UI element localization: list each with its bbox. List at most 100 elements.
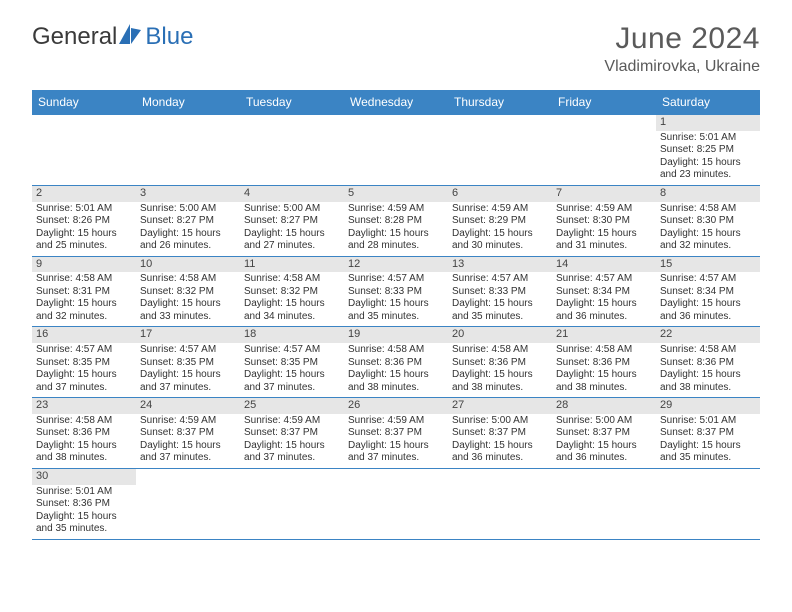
- day-number: 2: [32, 186, 136, 202]
- sunrise-line: Sunrise: 4:58 AM: [36, 273, 132, 286]
- sunset-line: Sunset: 8:37 PM: [348, 427, 444, 440]
- dow-tuesday: Tuesday: [240, 90, 344, 115]
- daylight-line: and 25 minutes.: [36, 240, 132, 253]
- title-block: June 2024 Vladimirovka, Ukraine: [604, 22, 760, 76]
- daylight-line: Daylight: 15 hours: [348, 298, 444, 311]
- daylight-line: Daylight: 15 hours: [452, 440, 548, 453]
- daylight-line: Daylight: 15 hours: [348, 440, 444, 453]
- sunrise-line: Sunrise: 4:57 AM: [452, 273, 548, 286]
- day-body: Sunrise: 5:00 AMSunset: 8:37 PMDaylight:…: [448, 414, 552, 468]
- day-cell: 21Sunrise: 4:58 AMSunset: 8:36 PMDayligh…: [552, 327, 656, 397]
- sunrise-line: Sunrise: 4:58 AM: [244, 273, 340, 286]
- day-number: 6: [448, 186, 552, 202]
- day-cell: [552, 115, 656, 185]
- day-body: Sunrise: 4:58 AMSunset: 8:32 PMDaylight:…: [136, 272, 240, 326]
- daylight-line: and 23 minutes.: [660, 169, 756, 182]
- daylight-line: Daylight: 15 hours: [36, 511, 132, 524]
- day-number: 24: [136, 398, 240, 414]
- day-number: 15: [656, 257, 760, 273]
- sunrise-line: Sunrise: 5:00 AM: [556, 415, 652, 428]
- day-cell: 11Sunrise: 4:58 AMSunset: 8:32 PMDayligh…: [240, 257, 344, 327]
- week-row: 30Sunrise: 5:01 AMSunset: 8:36 PMDayligh…: [32, 469, 760, 540]
- day-number: 10: [136, 257, 240, 273]
- daylight-line: Daylight: 15 hours: [244, 440, 340, 453]
- logo-text-general: General: [32, 23, 117, 51]
- sunset-line: Sunset: 8:37 PM: [244, 427, 340, 440]
- day-cell: [240, 115, 344, 185]
- day-cell: [136, 115, 240, 185]
- daylight-line: Daylight: 15 hours: [36, 440, 132, 453]
- day-body: Sunrise: 4:57 AMSunset: 8:35 PMDaylight:…: [136, 343, 240, 397]
- day-number: 23: [32, 398, 136, 414]
- day-cell: 14Sunrise: 4:57 AMSunset: 8:34 PMDayligh…: [552, 257, 656, 327]
- sunrise-line: Sunrise: 4:58 AM: [556, 344, 652, 357]
- sunrise-line: Sunrise: 4:58 AM: [36, 415, 132, 428]
- daylight-line: and 38 minutes.: [660, 382, 756, 395]
- day-number: 3: [136, 186, 240, 202]
- daylight-line: and 26 minutes.: [140, 240, 236, 253]
- daylight-line: Daylight: 15 hours: [556, 369, 652, 382]
- sunset-line: Sunset: 8:36 PM: [36, 427, 132, 440]
- daylight-line: and 38 minutes.: [556, 382, 652, 395]
- day-cell: 4Sunrise: 5:00 AMSunset: 8:27 PMDaylight…: [240, 186, 344, 256]
- sunset-line: Sunset: 8:30 PM: [660, 215, 756, 228]
- sunrise-line: Sunrise: 5:00 AM: [452, 415, 548, 428]
- day-body: Sunrise: 4:59 AMSunset: 8:28 PMDaylight:…: [344, 202, 448, 256]
- sunrise-line: Sunrise: 4:58 AM: [660, 344, 756, 357]
- day-body: Sunrise: 4:57 AMSunset: 8:33 PMDaylight:…: [448, 272, 552, 326]
- day-cell: 25Sunrise: 4:59 AMSunset: 8:37 PMDayligh…: [240, 398, 344, 468]
- day-cell: 8Sunrise: 4:58 AMSunset: 8:30 PMDaylight…: [656, 186, 760, 256]
- daylight-line: and 36 minutes.: [556, 311, 652, 324]
- sunset-line: Sunset: 8:37 PM: [556, 427, 652, 440]
- daylight-line: and 35 minutes.: [452, 311, 548, 324]
- sunrise-line: Sunrise: 5:01 AM: [660, 132, 756, 145]
- daylight-line: Daylight: 15 hours: [244, 228, 340, 241]
- day-cell: 10Sunrise: 4:58 AMSunset: 8:32 PMDayligh…: [136, 257, 240, 327]
- sunset-line: Sunset: 8:36 PM: [660, 357, 756, 370]
- day-body: Sunrise: 4:57 AMSunset: 8:34 PMDaylight:…: [656, 272, 760, 326]
- week-row: 23Sunrise: 4:58 AMSunset: 8:36 PMDayligh…: [32, 398, 760, 469]
- sunrise-line: Sunrise: 4:57 AM: [348, 273, 444, 286]
- day-cell: 20Sunrise: 4:58 AMSunset: 8:36 PMDayligh…: [448, 327, 552, 397]
- daylight-line: Daylight: 15 hours: [660, 369, 756, 382]
- day-body: Sunrise: 5:01 AMSunset: 8:37 PMDaylight:…: [656, 414, 760, 468]
- day-body: Sunrise: 4:59 AMSunset: 8:37 PMDaylight:…: [136, 414, 240, 468]
- day-cell: 23Sunrise: 4:58 AMSunset: 8:36 PMDayligh…: [32, 398, 136, 468]
- daylight-line: Daylight: 15 hours: [452, 369, 548, 382]
- day-body: Sunrise: 4:58 AMSunset: 8:31 PMDaylight:…: [32, 272, 136, 326]
- dow-wednesday: Wednesday: [344, 90, 448, 115]
- day-cell: 22Sunrise: 4:58 AMSunset: 8:36 PMDayligh…: [656, 327, 760, 397]
- day-number: 25: [240, 398, 344, 414]
- day-body: Sunrise: 4:59 AMSunset: 8:37 PMDaylight:…: [240, 414, 344, 468]
- daylight-line: Daylight: 15 hours: [36, 369, 132, 382]
- daylight-line: Daylight: 15 hours: [452, 298, 548, 311]
- day-body: Sunrise: 4:58 AMSunset: 8:32 PMDaylight:…: [240, 272, 344, 326]
- sunrise-line: Sunrise: 5:00 AM: [140, 203, 236, 216]
- daylight-line: Daylight: 15 hours: [140, 369, 236, 382]
- sunrise-line: Sunrise: 5:01 AM: [36, 203, 132, 216]
- dow-saturday: Saturday: [656, 90, 760, 115]
- day-body: Sunrise: 4:58 AMSunset: 8:36 PMDaylight:…: [656, 343, 760, 397]
- day-cell: 24Sunrise: 4:59 AMSunset: 8:37 PMDayligh…: [136, 398, 240, 468]
- day-number: 16: [32, 327, 136, 343]
- day-number: 22: [656, 327, 760, 343]
- day-number: 7: [552, 186, 656, 202]
- logo-text-blue: Blue: [145, 23, 193, 51]
- daylight-line: and 30 minutes.: [452, 240, 548, 253]
- sunset-line: Sunset: 8:34 PM: [660, 286, 756, 299]
- day-cell: 18Sunrise: 4:57 AMSunset: 8:35 PMDayligh…: [240, 327, 344, 397]
- day-cell: 7Sunrise: 4:59 AMSunset: 8:30 PMDaylight…: [552, 186, 656, 256]
- week-row: 1Sunrise: 5:01 AMSunset: 8:25 PMDaylight…: [32, 115, 760, 186]
- sunrise-line: Sunrise: 4:59 AM: [140, 415, 236, 428]
- day-number: 21: [552, 327, 656, 343]
- day-cell: 6Sunrise: 4:59 AMSunset: 8:29 PMDaylight…: [448, 186, 552, 256]
- day-cell: [448, 469, 552, 539]
- day-cell: [240, 469, 344, 539]
- day-cell: 13Sunrise: 4:57 AMSunset: 8:33 PMDayligh…: [448, 257, 552, 327]
- day-body: Sunrise: 4:57 AMSunset: 8:34 PMDaylight:…: [552, 272, 656, 326]
- day-cell: [32, 115, 136, 185]
- daylight-line: and 37 minutes.: [140, 452, 236, 465]
- daylight-line: Daylight: 15 hours: [556, 298, 652, 311]
- day-body: Sunrise: 4:58 AMSunset: 8:36 PMDaylight:…: [552, 343, 656, 397]
- day-cell: [344, 469, 448, 539]
